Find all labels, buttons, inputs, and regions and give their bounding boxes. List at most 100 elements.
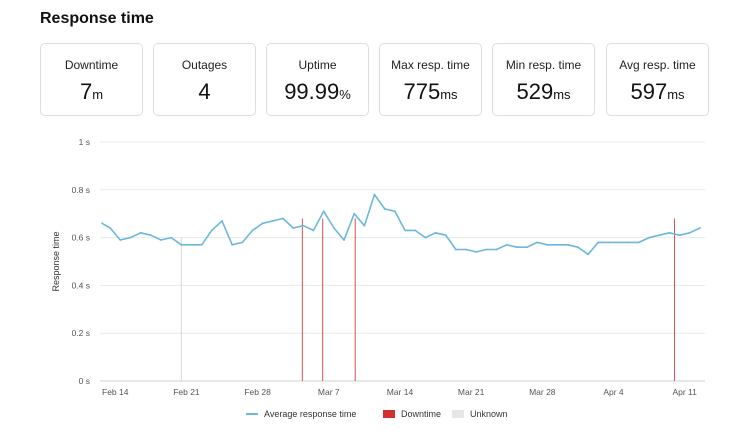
- data-point: [587, 253, 589, 256]
- legend-item-downtime[interactable]: Downtime: [383, 409, 441, 419]
- stat-card-outages: Outages 4: [153, 43, 256, 116]
- data-point: [139, 231, 142, 234]
- data-point: [251, 229, 254, 232]
- stat-number: 99.99: [284, 79, 340, 104]
- stat-number: 4: [198, 79, 211, 104]
- data-point: [322, 210, 325, 213]
- data-point: [221, 219, 223, 222]
- stat-card-avg-response: Avg resp. time 597ms: [606, 43, 709, 116]
- page-title: Response time: [40, 10, 154, 27]
- data-point: [607, 241, 610, 244]
- data-point: [526, 246, 528, 249]
- data-point: [282, 217, 284, 220]
- data-point: [363, 224, 366, 227]
- data-point: [200, 243, 203, 246]
- stat-label: Min resp. time: [505, 58, 582, 72]
- response-time-chart: 0 s 0.2 s 0.4 s 0.6 s 0.8 s 1 s Response time F…: [51, 137, 705, 397]
- data-point: [160, 239, 162, 241]
- legend-label: Unknown: [470, 409, 508, 419]
- data-point: [688, 231, 691, 234]
- stat-unit: ms: [667, 87, 685, 102]
- data-point: [556, 243, 559, 246]
- stat-number: 775: [403, 79, 441, 104]
- data-point: [101, 222, 103, 225]
- data-point: [658, 234, 661, 237]
- data-point: [668, 231, 671, 234]
- data-point: [343, 239, 345, 241]
- data-point: [465, 248, 467, 251]
- stat-value: 4: [154, 79, 255, 105]
- data-point: [454, 248, 457, 251]
- data-point: [495, 248, 498, 251]
- stat-label: Downtime: [64, 58, 119, 72]
- data-point: [414, 229, 417, 232]
- stat-card-min-response: Min resp. time 529ms: [492, 43, 595, 116]
- data-point: [109, 227, 112, 229]
- data-point: [292, 227, 295, 229]
- data-point: [617, 241, 620, 244]
- data-point: [475, 251, 478, 253]
- data-point: [190, 243, 193, 246]
- data-point: [302, 224, 305, 227]
- data-point: [485, 248, 488, 251]
- data-point: [119, 239, 122, 241]
- legend-label: Downtime: [401, 409, 442, 419]
- data-point: [424, 236, 427, 239]
- data-point: [699, 227, 701, 229]
- data-point: [271, 219, 274, 222]
- data-point: [312, 229, 315, 232]
- y-axis-label: Response time: [51, 231, 61, 291]
- stat-unit: ms: [553, 87, 571, 102]
- data-point: [210, 229, 213, 232]
- data-point: [332, 227, 335, 229]
- stat-card-max-response: Max resp. time 775ms: [379, 43, 482, 116]
- data-point: [149, 234, 152, 237]
- data-point: [383, 208, 386, 210]
- x-tick-label: Mar 14: [387, 387, 414, 397]
- stat-unit: ms: [440, 87, 458, 102]
- x-tick-label: Feb 14: [102, 387, 129, 397]
- stat-unit: %: [339, 87, 351, 102]
- legend-swatch-downtime: [383, 410, 395, 418]
- y-tick-label: 0 s: [79, 376, 90, 386]
- stat-card-downtime: Downtime 7m: [40, 43, 143, 116]
- chart-legend: Average response time Downtime Unknown: [0, 409, 750, 423]
- legend-label: Average response time: [264, 409, 357, 419]
- data-point: [180, 243, 183, 246]
- y-tick-label: 1 s: [79, 137, 90, 147]
- x-tick-label: Feb 28: [244, 387, 271, 397]
- data-point: [373, 193, 376, 196]
- data-point: [638, 241, 640, 244]
- stat-number: 597: [630, 79, 668, 104]
- x-tick-label: Feb 21: [173, 387, 200, 397]
- stats-cards: Downtime 7m Outages 4 Uptime 99.99% Max …: [40, 43, 710, 118]
- data-point: [678, 234, 681, 237]
- legend-line-marker: [246, 413, 258, 415]
- stat-card-uptime: Uptime 99.99%: [266, 43, 369, 116]
- data-point: [536, 241, 539, 244]
- stat-label: Avg resp. time: [619, 58, 696, 72]
- data-point: [170, 236, 173, 239]
- data-point: [261, 222, 264, 225]
- stat-label: Max resp. time: [391, 58, 470, 72]
- data-point: [241, 241, 244, 244]
- stat-label: Outages: [181, 58, 228, 72]
- y-tick-label: 0.4 s: [72, 280, 90, 290]
- data-point: [546, 243, 549, 246]
- stat-value: 99.99%: [267, 79, 368, 105]
- legend-item-unknown[interactable]: Unknown: [452, 409, 508, 419]
- data-point: [353, 212, 356, 215]
- data-point: [515, 246, 518, 249]
- stat-value: 529ms: [493, 79, 594, 105]
- legend-item-average[interactable]: Average response time: [246, 409, 356, 419]
- data-point: [505, 243, 508, 246]
- x-tick-label: Apr 4: [603, 387, 624, 397]
- legend-swatch-unknown: [452, 410, 464, 418]
- stat-value: 597ms: [607, 79, 708, 105]
- stat-value: 775ms: [380, 79, 481, 105]
- stat-value: 7m: [41, 79, 142, 105]
- data-point: [648, 236, 650, 239]
- stat-unit: m: [92, 87, 104, 102]
- stat-number: 529: [516, 79, 554, 104]
- y-tick-label: 0.6 s: [72, 233, 90, 243]
